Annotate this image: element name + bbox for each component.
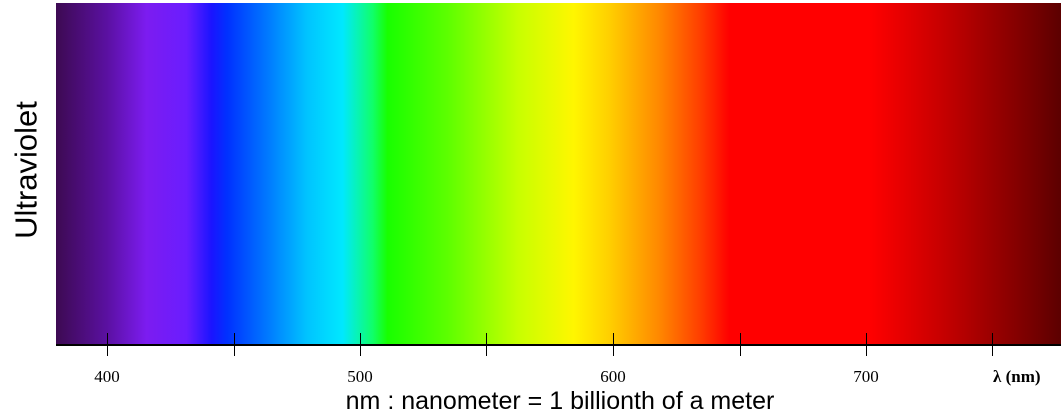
axis-tick [613, 333, 614, 356]
wavelength-axis [56, 344, 1061, 346]
axis-tick [360, 333, 361, 356]
axis-tick [234, 333, 235, 356]
axis-tick [740, 333, 741, 356]
visible-spectrum-band [56, 3, 1061, 345]
axis-tick [486, 333, 487, 356]
axis-tick-label: 500 [347, 367, 373, 387]
axis-tick [866, 333, 867, 356]
wavelength-unit-label: λ (nm) [993, 367, 1041, 387]
axis-tick [107, 333, 108, 356]
axis-tick-label: 600 [600, 367, 626, 387]
ultraviolet-label: Ultraviolet [11, 101, 42, 239]
axis-tick-label: 400 [94, 367, 120, 387]
ultraviolet-label-area: Ultraviolet [0, 0, 52, 345]
axis-tick-label: 700 [853, 367, 879, 387]
caption: nm : nanometer = 1 billionth of a meter [0, 389, 1061, 414]
axis-tick [992, 333, 993, 356]
